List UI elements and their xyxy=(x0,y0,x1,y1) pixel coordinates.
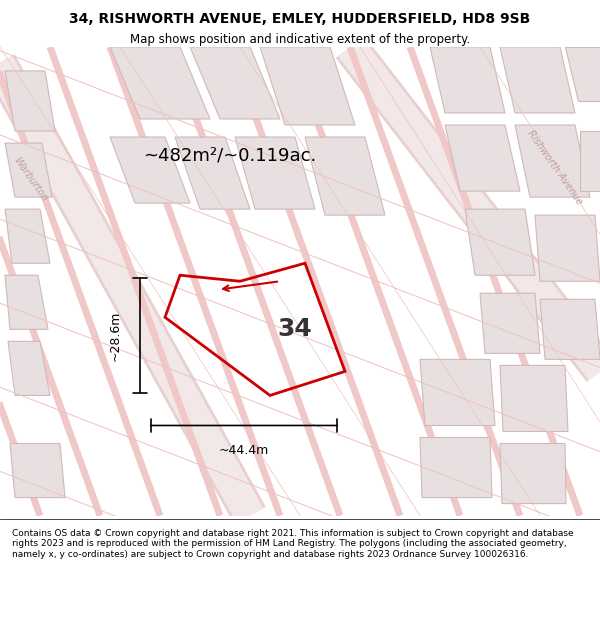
Polygon shape xyxy=(480,293,540,353)
Polygon shape xyxy=(110,47,210,119)
Text: Map shows position and indicative extent of the property.: Map shows position and indicative extent… xyxy=(130,32,470,46)
Polygon shape xyxy=(5,209,50,263)
Polygon shape xyxy=(5,275,48,329)
Text: ~28.6m: ~28.6m xyxy=(109,310,122,361)
Text: 34, RISHWORTH AVENUE, EMLEY, HUDDERSFIELD, HD8 9SB: 34, RISHWORTH AVENUE, EMLEY, HUDDERSFIEL… xyxy=(70,12,530,26)
Polygon shape xyxy=(515,125,590,197)
Text: Rishworth Avenue: Rishworth Avenue xyxy=(526,128,584,206)
Polygon shape xyxy=(500,444,566,504)
Polygon shape xyxy=(445,125,520,191)
Text: Contains OS data © Crown copyright and database right 2021. This information is : Contains OS data © Crown copyright and d… xyxy=(12,529,574,559)
Text: 34: 34 xyxy=(278,318,313,341)
Text: ~44.4m: ~44.4m xyxy=(219,444,269,456)
Polygon shape xyxy=(430,47,505,113)
Polygon shape xyxy=(260,47,355,125)
Polygon shape xyxy=(305,137,385,215)
Text: ~482m²/~0.119ac.: ~482m²/~0.119ac. xyxy=(143,146,317,164)
Polygon shape xyxy=(420,359,495,426)
Polygon shape xyxy=(535,215,600,281)
Polygon shape xyxy=(190,47,280,119)
Polygon shape xyxy=(540,299,600,359)
Polygon shape xyxy=(8,341,50,396)
Polygon shape xyxy=(5,143,52,197)
Polygon shape xyxy=(175,137,250,209)
Polygon shape xyxy=(5,71,55,131)
Polygon shape xyxy=(235,137,315,209)
Polygon shape xyxy=(110,137,190,203)
Polygon shape xyxy=(580,131,600,191)
Polygon shape xyxy=(565,47,600,101)
Polygon shape xyxy=(465,209,535,275)
Text: Warburton: Warburton xyxy=(11,155,49,203)
Polygon shape xyxy=(420,438,492,498)
Polygon shape xyxy=(500,47,575,113)
Polygon shape xyxy=(500,366,568,431)
Polygon shape xyxy=(10,444,65,498)
